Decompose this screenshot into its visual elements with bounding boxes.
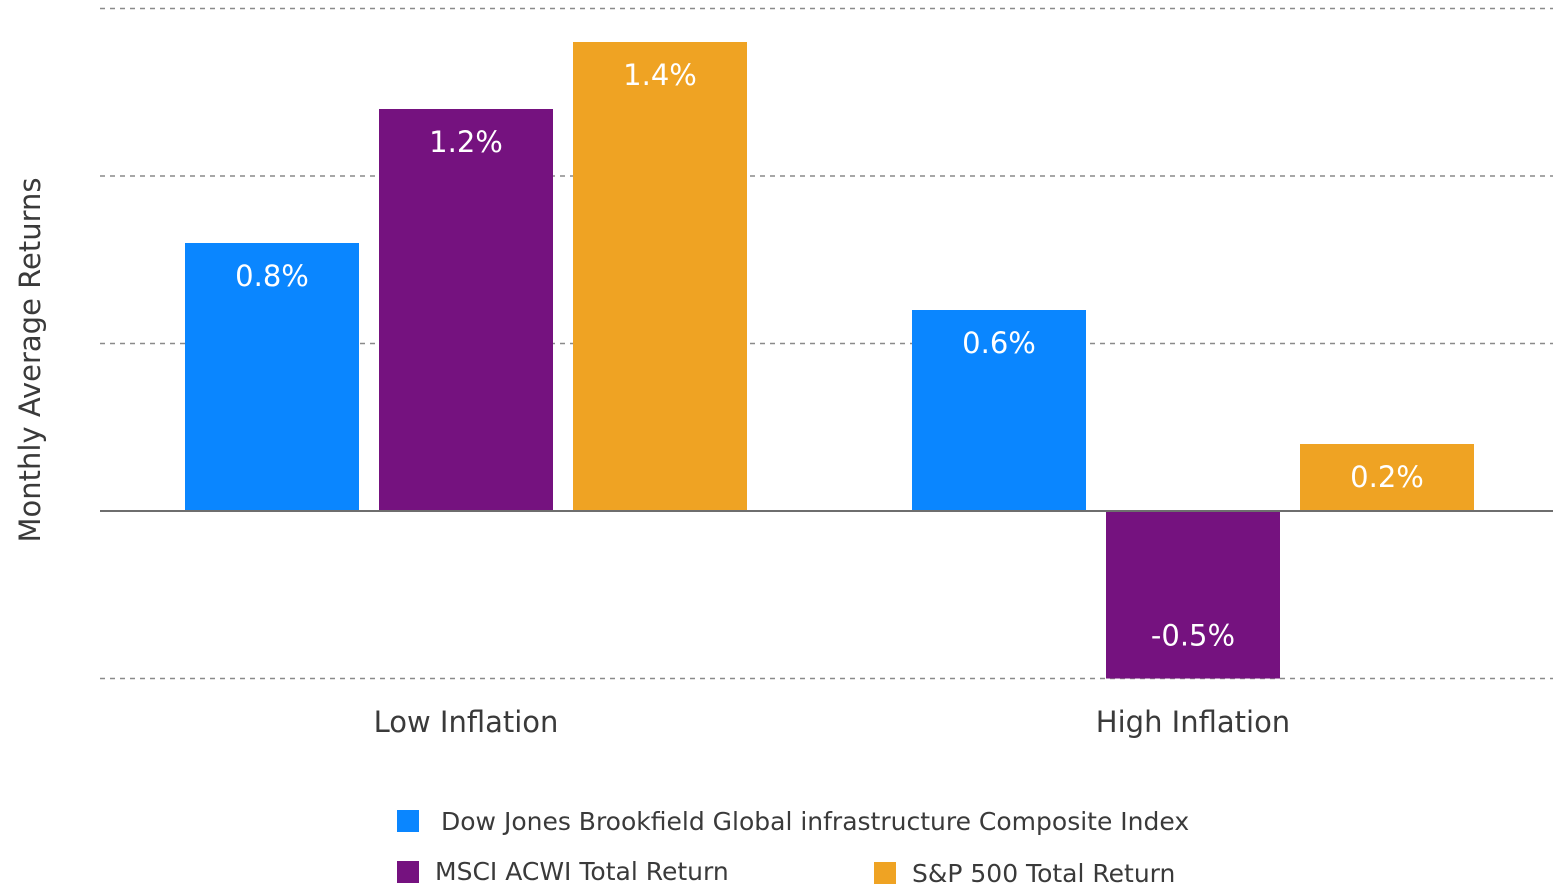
category-label: Low Inflation <box>374 705 559 739</box>
legend-swatch <box>397 810 419 832</box>
bar-1-0 <box>379 109 553 511</box>
legend-swatch <box>874 862 896 884</box>
bar-value-label: 0.8% <box>235 259 309 293</box>
bar-2-0 <box>573 42 747 511</box>
category-label: High Inflation <box>1096 705 1290 739</box>
bar-value-labels: 0.8% 1.2% 1.4% 0.6% -0.5% 0.2% <box>235 58 1424 653</box>
legend: Dow Jones Brookfield Global infrastructu… <box>397 807 1189 888</box>
legend-label: Dow Jones Brookfield Global infrastructu… <box>441 807 1189 836</box>
bar-value-label: 1.4% <box>623 58 697 92</box>
bar-0-1 <box>912 310 1086 511</box>
bar-value-label: -0.5% <box>1151 619 1235 653</box>
y-axis-label: Monthly Average Returns <box>13 178 47 543</box>
bars <box>185 42 1474 679</box>
bar-2-1 <box>1300 444 1474 511</box>
bar-0-0 <box>185 243 359 511</box>
category-labels: Low Inflation High Inflation <box>374 705 1291 739</box>
bar-value-label: 1.2% <box>429 125 503 159</box>
bar-1-1 <box>1106 511 1280 679</box>
legend-label: S&P 500 Total Return <box>912 859 1175 888</box>
legend-swatch <box>397 861 419 883</box>
legend-label: MSCI ACWI Total Return <box>435 857 729 886</box>
bar-value-label: 0.2% <box>1350 460 1424 494</box>
bar-value-label: 0.6% <box>962 326 1036 360</box>
